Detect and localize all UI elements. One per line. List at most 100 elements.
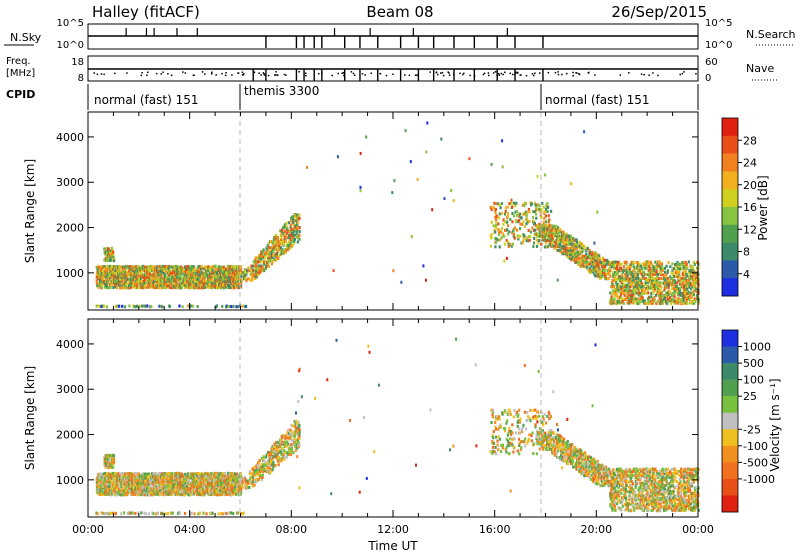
data-cell [687,279,691,283]
data-cell [690,277,693,281]
data-cell [544,214,548,218]
data-cell [614,277,617,281]
data-cell [524,210,527,214]
data-cell [107,247,110,251]
data-cell [195,279,198,283]
nave-dot [93,72,95,74]
data-cell [632,281,635,284]
data-cell [690,283,693,287]
data-cell [195,282,199,286]
data-cell [669,302,673,305]
data-cell [176,478,179,482]
data-cell [681,283,684,287]
data-cell [576,250,579,254]
data-cell [503,212,507,216]
data-cell [495,226,498,230]
data-cell [527,235,530,239]
data-cell [101,269,105,273]
data-cell [258,254,261,257]
data-cell [136,273,139,277]
data-cell [523,236,526,240]
data-cell [651,270,654,274]
data-cell [651,277,654,280]
data-cell [562,230,565,234]
data-cell [506,220,509,224]
nsky-strip: N.Sky 10^5 10^0 10^5 10^0 N.Search [4,18,796,51]
data-cell [128,273,131,277]
data-cell [642,275,645,279]
data-cell [628,267,631,271]
data-cell [165,492,168,496]
data-cell [579,250,582,254]
data-cell [111,273,114,277]
data-cell [285,221,288,225]
data-cell [200,491,203,495]
data-cell [659,293,662,297]
data-cell [168,304,171,308]
data-cell [130,478,134,482]
data-cell [676,275,679,279]
data-cell [228,280,232,283]
data-cell [259,268,262,272]
data-cell [194,273,197,277]
data-cell [520,216,523,220]
data-cell [253,260,256,264]
data-cell [615,281,618,284]
data-cell [115,277,118,281]
nave-dot [341,72,343,75]
data-cell [202,485,205,488]
data-cell [628,279,631,283]
data-cell [693,301,696,305]
data-cell [643,291,646,295]
data-cell [574,260,577,264]
data-cell [517,235,520,239]
data-cell [239,277,242,281]
nave-dot [100,73,103,75]
data-cell [642,299,645,303]
data-cell [100,283,104,287]
data-cell [613,293,616,297]
data-cell [296,225,299,229]
nave-dot [439,72,442,74]
data-cell [291,244,294,247]
data-cell [267,241,270,245]
nave-dot [448,74,451,76]
data-cell [169,471,172,475]
data-cell [588,248,591,252]
data-cell [621,289,624,293]
data-cell [222,271,225,275]
nave-dot [557,71,559,73]
data-cell [218,286,221,289]
data-cell [152,267,155,271]
data-cell [605,272,608,276]
data-cell [495,217,498,221]
data-cell [151,489,154,493]
power-colorbar-swatches [721,117,739,297]
nave-dot [532,74,535,77]
data-cell [109,249,112,253]
data-cell [633,295,636,299]
data-cell [687,260,690,264]
data-cell [189,488,192,492]
data-cell [608,270,611,274]
data-cell [122,265,125,269]
data-cell [628,277,631,281]
nave-dot [487,74,490,77]
data-cell [677,279,681,283]
data-cell [180,478,183,482]
data-cell [568,241,571,244]
data-cell [592,269,595,272]
data-cell [595,256,598,260]
data-cell [630,289,633,293]
data-cell [656,263,659,267]
data-cell [610,300,613,303]
data-cell [104,489,107,493]
data-cell [640,292,643,295]
data-cell [559,228,562,232]
data-cell [107,281,110,285]
data-cell [227,304,230,308]
data-cell [222,265,225,269]
data-cell [284,250,288,254]
data-cell [298,234,301,237]
